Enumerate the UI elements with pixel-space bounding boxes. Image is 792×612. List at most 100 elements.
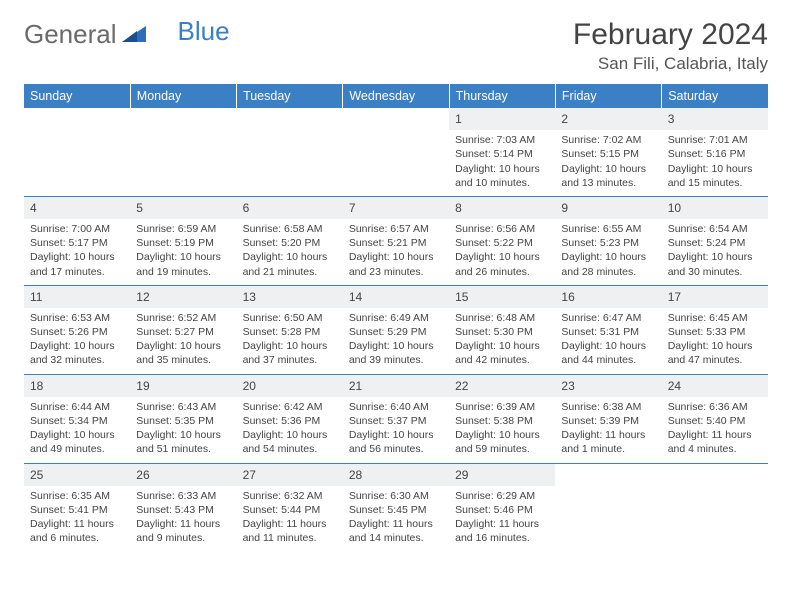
day-content: Sunrise: 6:36 AMSunset: 5:40 PMDaylight:… xyxy=(662,397,768,463)
daylight-text: Daylight: 10 hours and 54 minutes. xyxy=(243,428,337,456)
day-content: Sunrise: 7:02 AMSunset: 5:15 PMDaylight:… xyxy=(555,130,661,196)
calendar-day-cell: 12Sunrise: 6:52 AMSunset: 5:27 PMDayligh… xyxy=(130,285,236,374)
calendar-day-cell: 7Sunrise: 6:57 AMSunset: 5:21 PMDaylight… xyxy=(343,196,449,285)
day-number: 25 xyxy=(24,464,130,486)
day-content: Sunrise: 6:38 AMSunset: 5:39 PMDaylight:… xyxy=(555,397,661,463)
day-number: 3 xyxy=(662,108,768,130)
calendar-day-cell: 22Sunrise: 6:39 AMSunset: 5:38 PMDayligh… xyxy=(449,374,555,463)
title-block: February 2024 San Fili, Calabria, Italy xyxy=(573,18,768,74)
day-number: 14 xyxy=(343,286,449,308)
day-content: Sunrise: 6:56 AMSunset: 5:22 PMDaylight:… xyxy=(449,219,555,285)
daylight-text: Daylight: 10 hours and 42 minutes. xyxy=(455,339,549,367)
calendar-body: 1Sunrise: 7:03 AMSunset: 5:14 PMDaylight… xyxy=(24,108,768,551)
sunset-text: Sunset: 5:17 PM xyxy=(30,236,124,250)
day-number: 21 xyxy=(343,375,449,397)
sunrise-text: Sunrise: 6:48 AM xyxy=(455,311,549,325)
sunset-text: Sunset: 5:23 PM xyxy=(561,236,655,250)
calendar-day-cell: 20Sunrise: 6:42 AMSunset: 5:36 PMDayligh… xyxy=(237,374,343,463)
day-content: Sunrise: 6:29 AMSunset: 5:46 PMDaylight:… xyxy=(449,486,555,552)
calendar-empty-cell xyxy=(237,108,343,196)
sunset-text: Sunset: 5:44 PM xyxy=(243,503,337,517)
day-number: 27 xyxy=(237,464,343,486)
sunrise-text: Sunrise: 6:44 AM xyxy=(30,400,124,414)
calendar-day-cell: 10Sunrise: 6:54 AMSunset: 5:24 PMDayligh… xyxy=(662,196,768,285)
day-number: 11 xyxy=(24,286,130,308)
sunrise-text: Sunrise: 6:36 AM xyxy=(668,400,762,414)
calendar-table: SundayMondayTuesdayWednesdayThursdayFrid… xyxy=(24,84,768,551)
sunrise-text: Sunrise: 6:32 AM xyxy=(243,489,337,503)
sunset-text: Sunset: 5:37 PM xyxy=(349,414,443,428)
day-content: Sunrise: 6:52 AMSunset: 5:27 PMDaylight:… xyxy=(130,308,236,374)
daylight-text: Daylight: 10 hours and 47 minutes. xyxy=(668,339,762,367)
day-number: 26 xyxy=(130,464,236,486)
day-content: Sunrise: 6:44 AMSunset: 5:34 PMDaylight:… xyxy=(24,397,130,463)
calendar-week-row: 1Sunrise: 7:03 AMSunset: 5:14 PMDaylight… xyxy=(24,108,768,196)
sunrise-text: Sunrise: 6:49 AM xyxy=(349,311,443,325)
day-content: Sunrise: 6:39 AMSunset: 5:38 PMDaylight:… xyxy=(449,397,555,463)
sunrise-text: Sunrise: 6:29 AM xyxy=(455,489,549,503)
sunrise-text: Sunrise: 6:39 AM xyxy=(455,400,549,414)
sunrise-text: Sunrise: 6:57 AM xyxy=(349,222,443,236)
sunset-text: Sunset: 5:14 PM xyxy=(455,147,549,161)
day-number: 20 xyxy=(237,375,343,397)
day-content: Sunrise: 6:32 AMSunset: 5:44 PMDaylight:… xyxy=(237,486,343,552)
daylight-text: Daylight: 11 hours and 16 minutes. xyxy=(455,517,549,545)
sunset-text: Sunset: 5:41 PM xyxy=(30,503,124,517)
sunrise-text: Sunrise: 6:59 AM xyxy=(136,222,230,236)
calendar-day-cell: 23Sunrise: 6:38 AMSunset: 5:39 PMDayligh… xyxy=(555,374,661,463)
calendar-week-row: 4Sunrise: 7:00 AMSunset: 5:17 PMDaylight… xyxy=(24,196,768,285)
calendar-day-cell: 4Sunrise: 7:00 AMSunset: 5:17 PMDaylight… xyxy=(24,196,130,285)
daylight-text: Daylight: 10 hours and 28 minutes. xyxy=(561,250,655,278)
calendar-day-cell: 13Sunrise: 6:50 AMSunset: 5:28 PMDayligh… xyxy=(237,285,343,374)
sunset-text: Sunset: 5:28 PM xyxy=(243,325,337,339)
sunset-text: Sunset: 5:15 PM xyxy=(561,147,655,161)
sunrise-text: Sunrise: 6:43 AM xyxy=(136,400,230,414)
daylight-text: Daylight: 11 hours and 4 minutes. xyxy=(668,428,762,456)
day-number: 22 xyxy=(449,375,555,397)
sunrise-text: Sunrise: 6:56 AM xyxy=(455,222,549,236)
daylight-text: Daylight: 11 hours and 11 minutes. xyxy=(243,517,337,545)
calendar-empty-cell xyxy=(555,463,661,551)
sunrise-text: Sunrise: 6:50 AM xyxy=(243,311,337,325)
day-number: 7 xyxy=(343,197,449,219)
sunset-text: Sunset: 5:38 PM xyxy=(455,414,549,428)
day-number: 6 xyxy=(237,197,343,219)
calendar-day-cell: 28Sunrise: 6:30 AMSunset: 5:45 PMDayligh… xyxy=(343,463,449,551)
daylight-text: Daylight: 10 hours and 15 minutes. xyxy=(668,162,762,190)
calendar-week-row: 25 Sunrise: 6:35 AMSunset: 5:41 PM Dayligh… xyxy=(24,463,768,551)
brand-part1: General xyxy=(24,19,117,50)
day-number: 23 xyxy=(555,375,661,397)
sunrise-text: Sunrise: 6:42 AM xyxy=(243,400,337,414)
calendar-day-cell: 11Sunrise: 6:53 AMSunset: 5:26 PMDayligh… xyxy=(24,285,130,374)
day-content: Sunrise: 6:40 AMSunset: 5:37 PMDaylight:… xyxy=(343,397,449,463)
day-header: Wednesday xyxy=(343,84,449,108)
sunset-text: Sunset: 5:33 PM xyxy=(668,325,762,339)
daylight-text: Daylight: 11 hours and 9 minutes. xyxy=(136,517,230,545)
calendar-empty-cell xyxy=(130,108,236,196)
calendar-empty-cell xyxy=(24,108,130,196)
day-number: 1 xyxy=(449,108,555,130)
day-number: 8 xyxy=(449,197,555,219)
daylight-text: Daylight: 10 hours and 21 minutes. xyxy=(243,250,337,278)
calendar-day-cell: 16Sunrise: 6:47 AMSunset: 5:31 PMDayligh… xyxy=(555,285,661,374)
day-content: Sunrise: 6:42 AMSunset: 5:36 PMDaylight:… xyxy=(237,397,343,463)
sunrise-text: Sunrise: 6:58 AM xyxy=(243,222,337,236)
day-content: Sunrise: 6:45 AMSunset: 5:33 PMDaylight:… xyxy=(662,308,768,374)
calendar-day-cell: 21Sunrise: 6:40 AMSunset: 5:37 PMDayligh… xyxy=(343,374,449,463)
brand-part2: Blue xyxy=(178,16,230,47)
sunset-text: Sunset: 5:22 PM xyxy=(455,236,549,250)
sunrise-text: Sunrise: 6:47 AM xyxy=(561,311,655,325)
day-header: Monday xyxy=(130,84,236,108)
calendar-day-cell: 8Sunrise: 6:56 AMSunset: 5:22 PMDaylight… xyxy=(449,196,555,285)
sunrise-text: Sunrise: 6:35 AM xyxy=(30,489,124,503)
sunset-text: Sunset: 5:39 PM xyxy=(561,414,655,428)
day-header: Friday xyxy=(555,84,661,108)
day-number: 29 xyxy=(449,464,555,486)
day-header: Tuesday xyxy=(237,84,343,108)
day-number: 5 xyxy=(130,197,236,219)
sunrise-text: Sunrise: 6:38 AM xyxy=(561,400,655,414)
brand-logo: General Blue xyxy=(24,18,230,51)
calendar-day-cell: 17Sunrise: 6:45 AMSunset: 5:33 PMDayligh… xyxy=(662,285,768,374)
sunset-text: Sunset: 5:45 PM xyxy=(349,503,443,517)
sunrise-text: Sunrise: 6:55 AM xyxy=(561,222,655,236)
